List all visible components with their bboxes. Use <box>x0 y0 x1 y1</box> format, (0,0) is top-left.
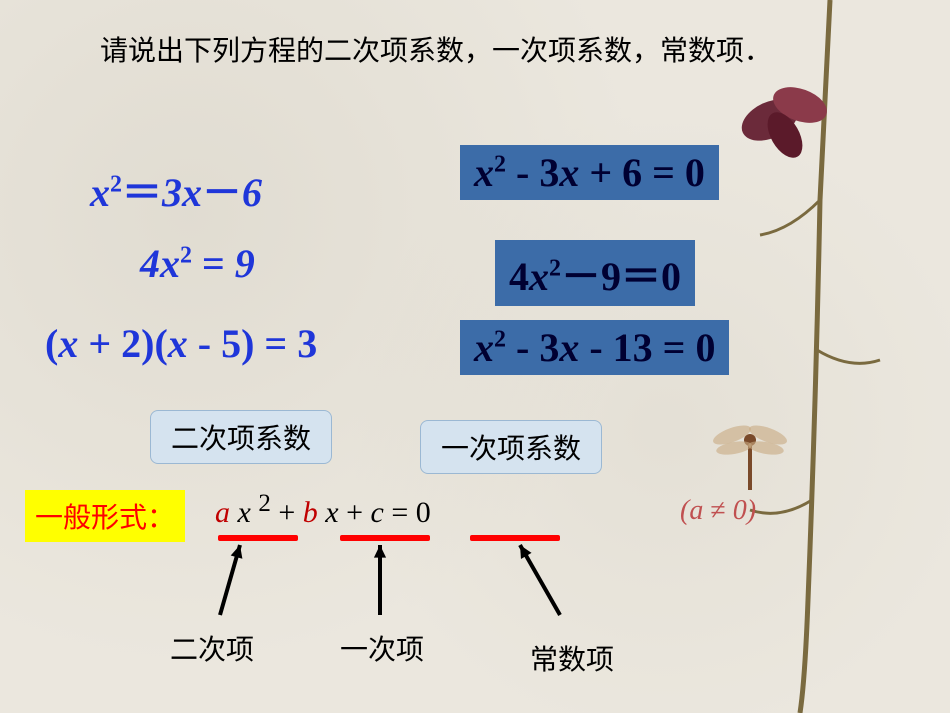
equation-left-0: x2＝3x－6 <box>90 160 262 218</box>
term-label-1: 一次项 <box>340 628 424 668</box>
arrow-2 <box>505 530 575 630</box>
equation-right-2: x2 - 3x - 13 = 0 <box>460 320 729 375</box>
general-form-label: 一般形式： <box>25 490 185 542</box>
general-form-equation: a x 2 + b x + c = 0 <box>215 490 431 530</box>
prompt-text: 请说出下列方程的二次项系数，一次项系数，常数项． <box>100 30 860 75</box>
coef-label-0: 二次项系数 <box>150 410 332 464</box>
term-label-0: 二次项 <box>170 628 254 668</box>
equation-left-2: (x + 2)(x - 5) = 3 <box>45 320 317 367</box>
equation-left-1: 4x2 = 9 <box>140 240 255 287</box>
equation-right-0: x2 - 3x + 6 = 0 <box>460 145 719 200</box>
term-label-2: 常数项 <box>530 638 614 678</box>
coef-label-1: 一次项系数 <box>420 420 602 474</box>
arrow-1 <box>365 530 395 630</box>
arrow-0 <box>205 530 255 630</box>
equation-right-1: 4x2－9＝0 <box>495 240 695 306</box>
condition-a-neq-0: (a ≠ 0) <box>680 495 756 527</box>
